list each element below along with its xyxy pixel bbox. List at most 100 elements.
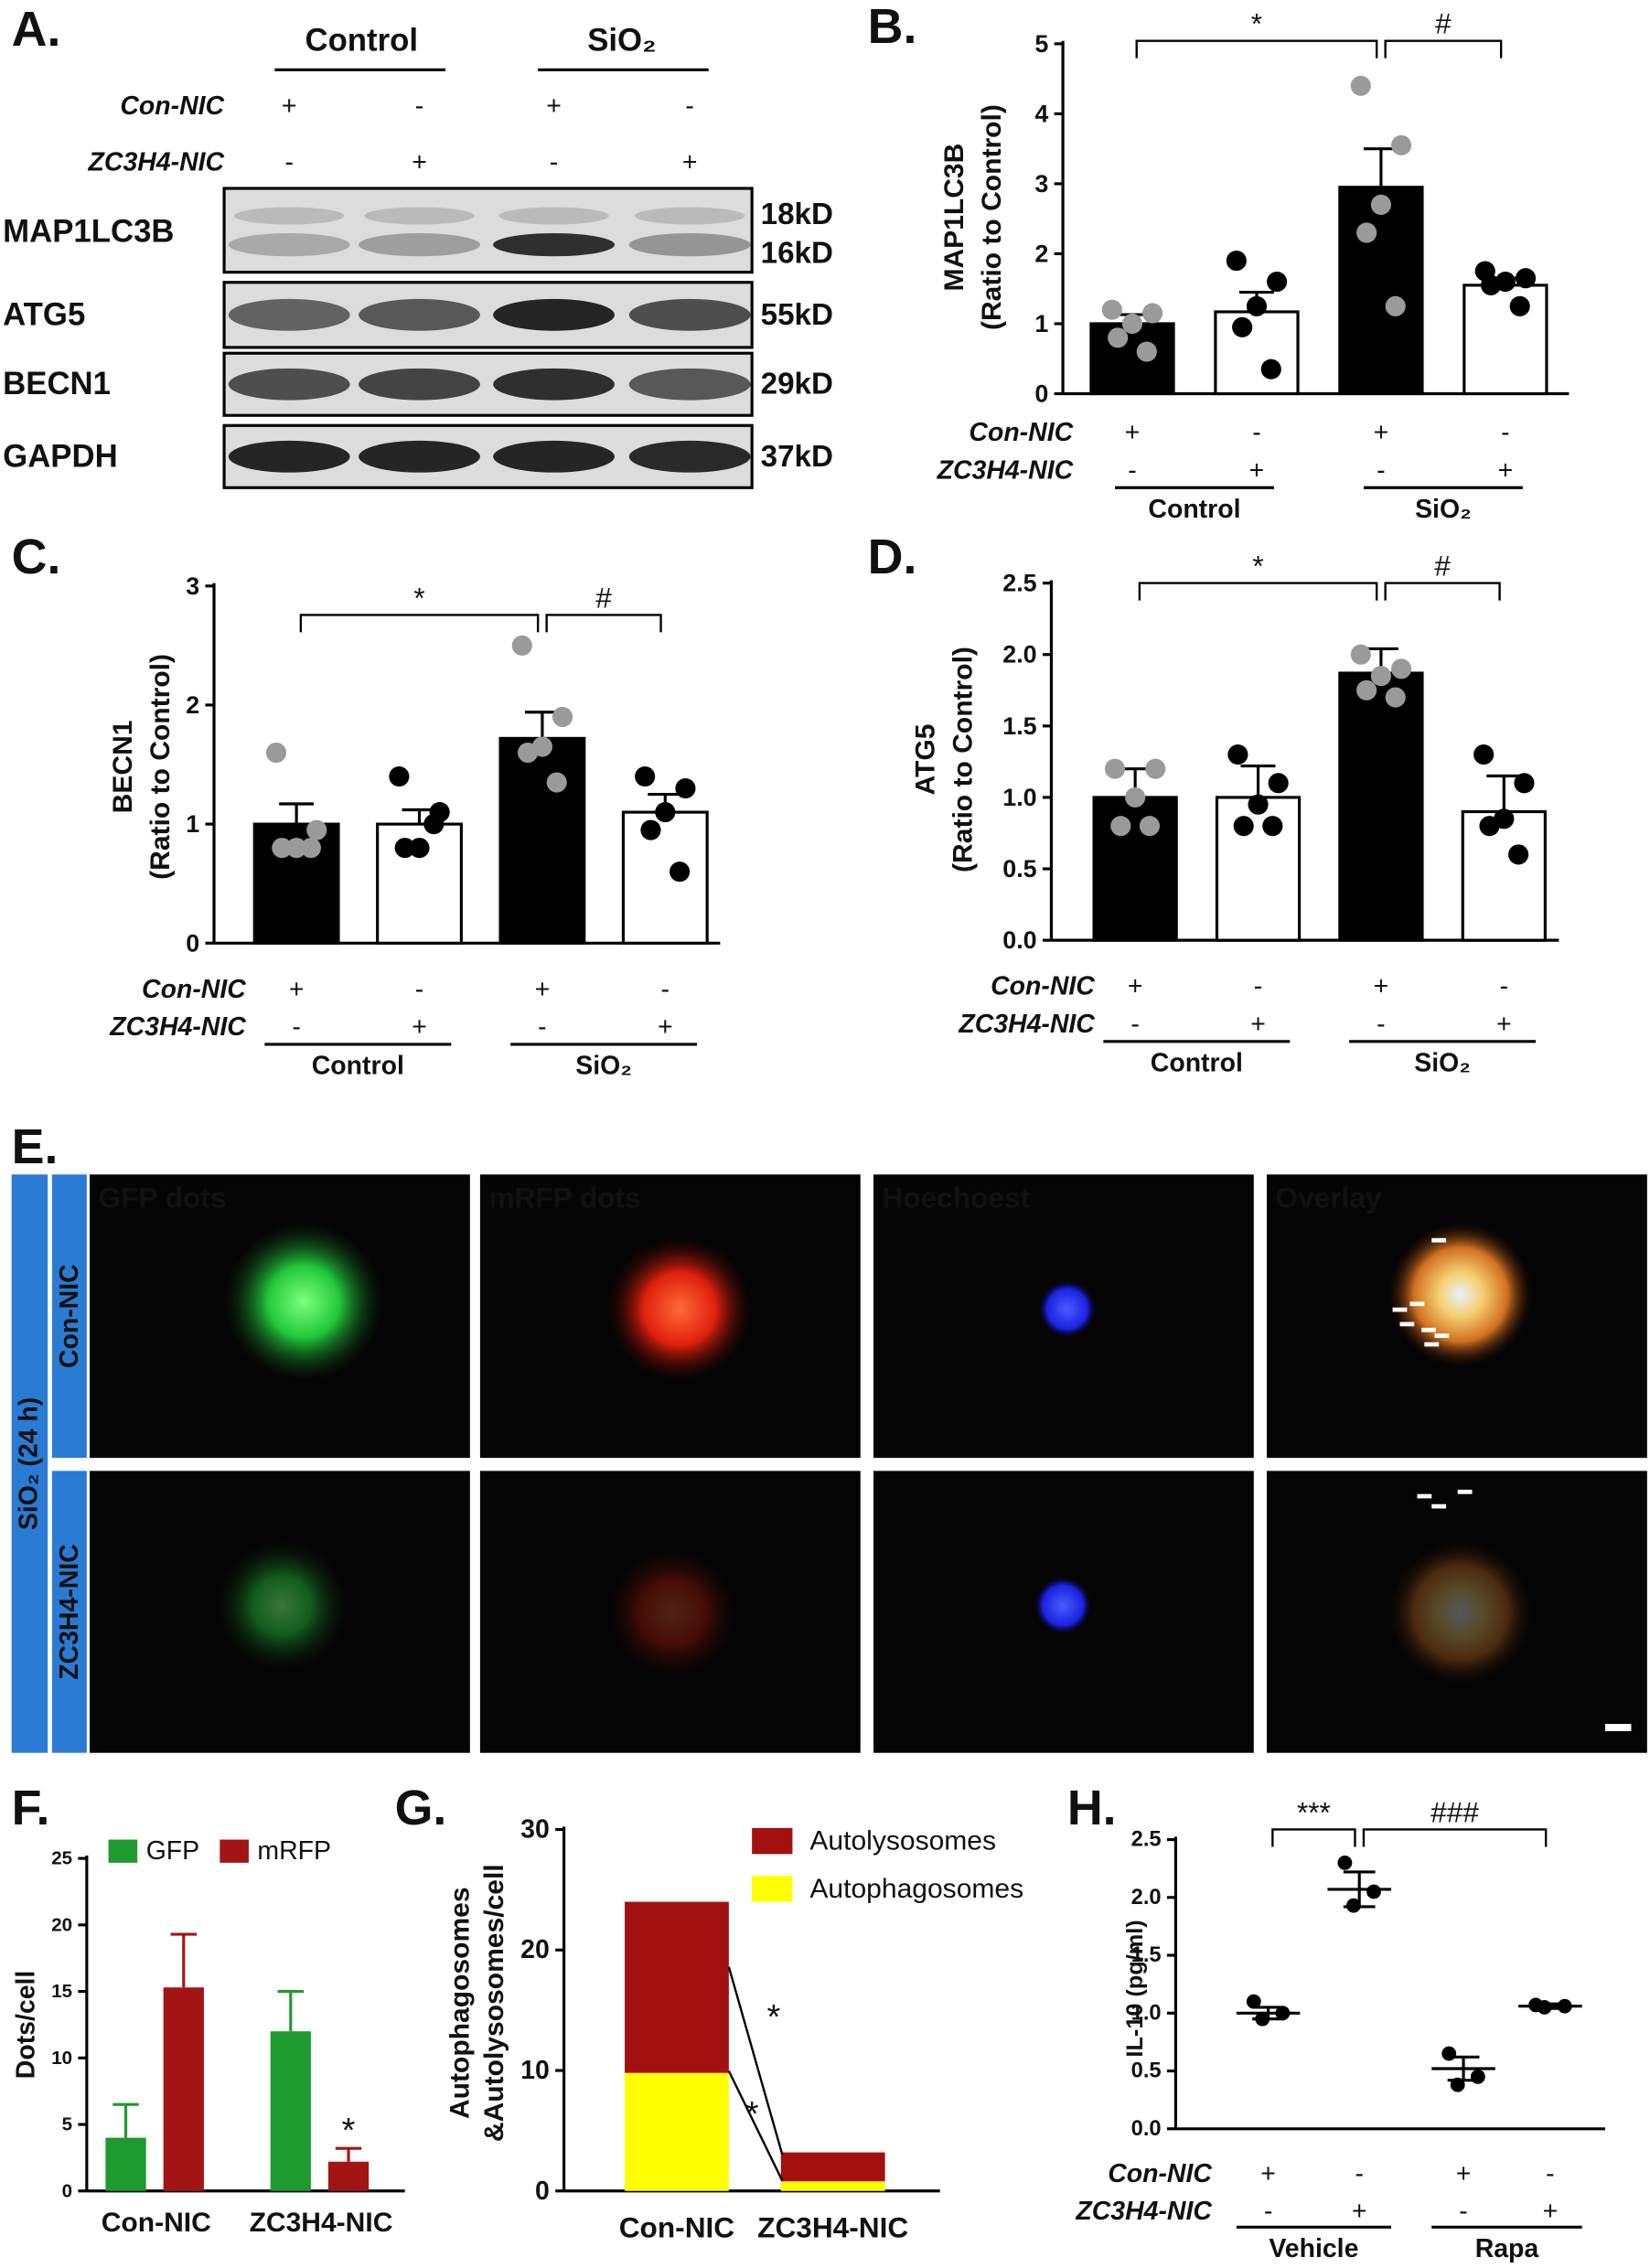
condition-mark: + [1374,418,1389,447]
panel-label: H. [1067,1781,1117,1835]
group-label: SiO₂ [1415,495,1472,524]
data-point [1145,758,1166,779]
cell [1034,1576,1092,1635]
y-tick-label: 0.0 [1002,926,1036,954]
condition-mark: + [658,1012,673,1042]
bar [1092,796,1178,942]
y-axis-label: (Ratio to Control) [145,654,176,880]
condition-mark: + [1374,972,1389,1001]
data-point [1356,679,1377,701]
data-point [1268,773,1289,794]
blot-band [628,298,751,331]
y-tick-label: 0.5 [1131,2059,1162,2083]
bar [1461,809,1547,942]
data-point [1110,816,1131,837]
condition-mark: - [292,1012,300,1042]
data-point [635,765,656,787]
y-tick-label: 20 [520,1935,550,1964]
condition-mark: - [415,975,423,1004]
bar [163,1987,204,2191]
data-point [389,765,410,787]
data-point [552,706,573,728]
error-bar [170,1932,198,1988]
condition-mark: - [1546,2159,1554,2188]
significance-label: * [766,1998,780,2037]
bar [498,736,586,945]
y-tick-label: 3 [186,572,199,600]
data-point [655,802,676,823]
error-bar [279,802,315,825]
y-tick-label: 3 [1034,170,1048,198]
condition-mark: + [282,91,297,121]
arrow [1392,1307,1408,1312]
data-point [300,838,321,859]
blot-band [364,207,475,225]
significance-label: # [595,581,612,614]
y-tick-label: 0 [1034,380,1048,407]
blot-band [628,440,751,473]
condition-mark: + [1249,455,1265,485]
blot-band [493,298,615,331]
y-tick-label: 1.5 [1131,1943,1162,1967]
y-tick-label: 2.5 [1131,1828,1162,1852]
bar [1215,796,1302,942]
condition-mark: + [1456,2159,1472,2188]
treatment-label: SiO₂ (24 h) [15,1397,44,1530]
data-point [1104,758,1126,779]
group-label: Vehicle [1269,2234,1358,2263]
bar [1338,671,1424,942]
arrow [1417,1493,1432,1499]
arrow [1457,1489,1473,1494]
y-axis-label: (Ratio to Control) [948,647,978,872]
bar [1214,310,1300,396]
data-point [286,838,307,859]
data-point [1101,299,1122,320]
condition-name: Con-NIC [1108,2159,1212,2188]
data-point [306,819,327,840]
condition-mark: - [685,91,693,121]
condition-name: ZC3H4-NIC [109,1012,246,1042]
y-tick-label: 0 [62,2180,72,2201]
condition-mark: + [546,91,562,121]
group-label: SiO₂ [587,24,656,59]
group-label: SiO₂ [575,1052,632,1081]
condition-mark: - [1254,972,1262,1001]
panel-label: B. [868,0,917,54]
channel-title: GFP dots [99,1182,227,1214]
y-tick-label: 1 [186,810,199,838]
size-label: 37kD [761,440,833,474]
data-point [1514,773,1535,794]
significance-label: *** [1297,1796,1331,1829]
cell [1038,1279,1097,1338]
connector [727,1966,784,2156]
legend-label: GFP [146,1836,199,1866]
condition-mark: + [1352,2197,1367,2226]
side-bar [51,1174,87,1459]
data-point [1121,313,1143,335]
bar-segment [780,2181,885,2191]
bar [327,2161,370,2191]
y-tick-label: 1.5 [1002,712,1036,740]
legend-label: mRFP [257,1836,331,1866]
y-tick-label: 5 [1034,30,1048,58]
channel-title: mRFP dots [488,1182,640,1214]
y-tick-label: 0 [535,2177,550,2206]
y-axis-label: MAP1LC3B [939,144,970,292]
y-tick-label: 2.0 [1131,1886,1162,1910]
condition-mark: - [538,1012,546,1042]
arrow [1424,1342,1440,1347]
blot-band [359,368,480,401]
condition-name: ZC3H4-NIC [1075,2197,1212,2226]
data-point [423,814,445,835]
data-point [1108,327,1129,348]
panel-label: F. [12,1781,50,1835]
y-axis-label: Dots/cell [11,1971,40,2080]
condition-mark: + [1260,2159,1276,2188]
blot-band [359,232,480,257]
data-point [670,861,691,883]
significance-label: * [1252,550,1263,583]
blot-band [228,368,350,401]
condition-mark: + [289,975,305,1004]
blot-band [228,440,350,473]
